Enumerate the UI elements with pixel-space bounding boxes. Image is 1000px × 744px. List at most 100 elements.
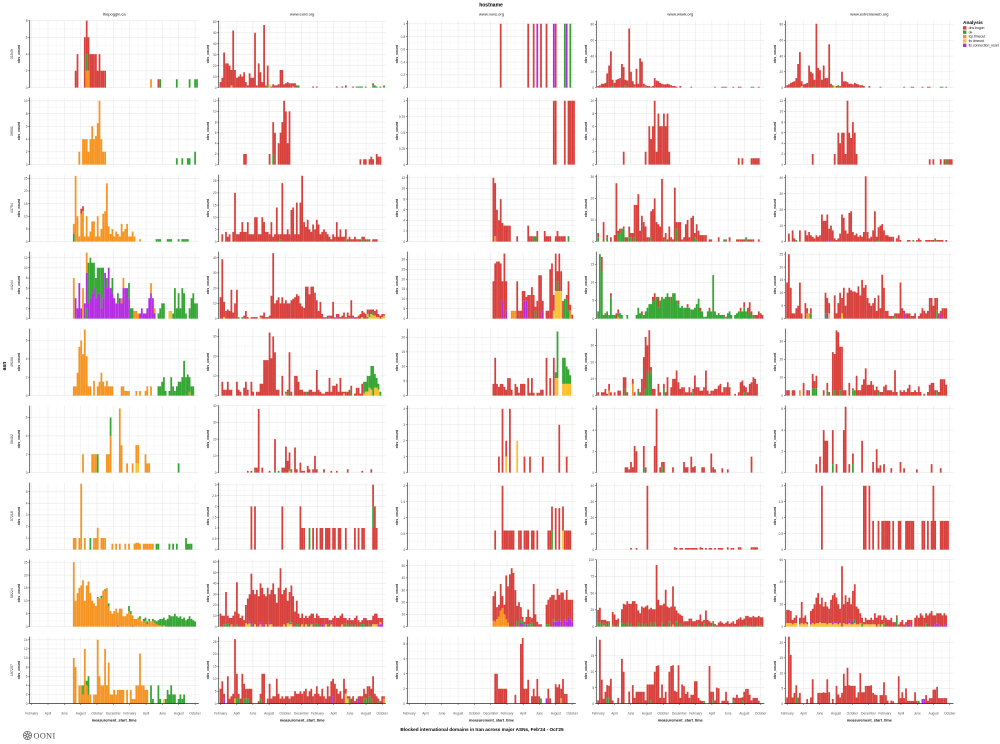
svg-text:80: 80 <box>780 23 784 27</box>
svg-text:June: June <box>725 712 732 716</box>
svg-text:April: April <box>234 712 241 716</box>
svg-text:0: 0 <box>403 86 405 90</box>
svg-text:10: 10 <box>591 377 595 381</box>
svg-text:2: 2 <box>26 452 28 456</box>
svg-text:February: February <box>781 712 794 716</box>
svg-text:www.wlurk.org: www.wlurk.org <box>667 12 693 17</box>
svg-text:0: 0 <box>592 702 594 706</box>
svg-text:obs_count: obs_count <box>773 506 777 525</box>
svg-text:20: 20 <box>591 360 595 364</box>
svg-text:6: 6 <box>403 208 405 212</box>
svg-text:obs_count: obs_count <box>395 44 399 63</box>
svg-text:39501: 39501 <box>10 126 14 136</box>
svg-text:80: 80 <box>591 23 595 27</box>
svg-text:57218: 57218 <box>10 511 14 521</box>
svg-text:15: 15 <box>780 278 784 282</box>
svg-text:obs_count: obs_count <box>773 660 777 679</box>
svg-text:20: 20 <box>402 600 406 604</box>
svg-text:20: 20 <box>213 603 217 607</box>
svg-text:20: 20 <box>780 208 784 212</box>
svg-text:10: 10 <box>213 215 217 219</box>
svg-text:April: April <box>520 712 527 716</box>
svg-text:8: 8 <box>26 112 28 116</box>
svg-text:2: 2 <box>403 484 405 488</box>
svg-text:12: 12 <box>402 176 406 180</box>
svg-text:0.5: 0.5 <box>779 532 784 536</box>
svg-text:2: 2 <box>592 450 594 454</box>
svg-text:20: 20 <box>213 191 217 195</box>
svg-text:tls.connection_reset: tls.connection_reset <box>969 43 999 47</box>
svg-text:0: 0 <box>403 471 405 475</box>
svg-text:15: 15 <box>402 350 406 354</box>
svg-text:0: 0 <box>781 394 783 398</box>
svg-text:4: 4 <box>403 219 405 223</box>
svg-text:obs_count: obs_count <box>206 198 210 217</box>
svg-text:obs_count: obs_count <box>395 506 399 525</box>
svg-text:10: 10 <box>591 281 595 285</box>
svg-text:10: 10 <box>24 99 28 103</box>
svg-text:August: August <box>739 712 749 716</box>
svg-text:5: 5 <box>26 490 28 494</box>
svg-text:6: 6 <box>26 125 28 129</box>
svg-text:1.5: 1.5 <box>779 500 784 504</box>
svg-text:1.5: 1.5 <box>212 515 217 519</box>
svg-text:5: 5 <box>26 227 28 231</box>
svg-text:April: April <box>800 712 807 716</box>
svg-text:30: 30 <box>213 421 217 425</box>
svg-text:10: 10 <box>402 365 406 369</box>
svg-text:1: 1 <box>403 22 405 26</box>
svg-text:August: August <box>174 712 184 716</box>
svg-text:obs_count: obs_count <box>206 429 210 448</box>
svg-text:30: 30 <box>591 175 595 179</box>
svg-text:4: 4 <box>592 428 594 432</box>
svg-text:obs_count: obs_count <box>17 121 21 140</box>
svg-text:obs_count: obs_count <box>395 660 399 679</box>
svg-text:Blocked international domains: Blocked international domains in Iran ac… <box>400 727 564 732</box>
svg-text:5: 5 <box>592 686 594 690</box>
svg-text:August: August <box>76 712 86 716</box>
svg-text:2: 2 <box>215 505 217 509</box>
svg-text:6: 6 <box>26 339 28 343</box>
svg-text:15: 15 <box>24 202 28 206</box>
svg-text:obs_count: obs_count <box>206 583 210 602</box>
svg-text:6: 6 <box>26 416 28 420</box>
svg-text:10: 10 <box>213 614 217 618</box>
svg-text:obs_count: obs_count <box>584 121 588 140</box>
svg-text:25: 25 <box>213 640 217 644</box>
svg-text:obs_count: obs_count <box>773 429 777 448</box>
svg-text:4: 4 <box>26 357 28 361</box>
svg-text:15: 15 <box>402 287 406 291</box>
svg-text:1.5: 1.5 <box>401 500 406 504</box>
svg-text:10: 10 <box>591 532 595 536</box>
svg-text:April: April <box>422 712 429 716</box>
svg-text:20: 20 <box>780 358 784 362</box>
svg-text:obs_count: obs_count <box>584 429 588 448</box>
svg-text:40: 40 <box>213 404 217 408</box>
svg-text:obs_count: obs_count <box>17 352 21 371</box>
svg-text:10: 10 <box>780 671 784 675</box>
svg-text:30: 30 <box>780 340 784 344</box>
svg-text:measurement_start_time: measurement_start_time <box>847 719 892 723</box>
svg-text:Analysis: Analysis <box>963 20 983 26</box>
svg-text:August: August <box>453 712 463 716</box>
svg-text:10: 10 <box>402 187 406 191</box>
svg-text:October: October <box>280 712 292 716</box>
svg-text:60: 60 <box>780 558 784 562</box>
svg-text:20: 20 <box>213 437 217 441</box>
svg-text:58224: 58224 <box>10 588 14 598</box>
svg-text:June: June <box>627 712 634 716</box>
svg-text:40: 40 <box>591 484 595 488</box>
svg-text:40: 40 <box>780 54 784 58</box>
svg-text:0: 0 <box>26 394 28 398</box>
svg-text:25: 25 <box>24 560 28 564</box>
svg-text:August: August <box>361 712 371 716</box>
svg-text:0: 0 <box>781 702 783 706</box>
svg-text:obs_count: obs_count <box>206 660 210 679</box>
svg-text:10: 10 <box>213 374 217 378</box>
svg-text:20: 20 <box>402 277 406 281</box>
svg-text:25: 25 <box>591 608 595 612</box>
svg-text:0: 0 <box>215 394 217 398</box>
svg-text:20: 20 <box>591 70 595 74</box>
svg-text:40: 40 <box>780 176 784 180</box>
svg-text:14: 14 <box>24 638 28 642</box>
